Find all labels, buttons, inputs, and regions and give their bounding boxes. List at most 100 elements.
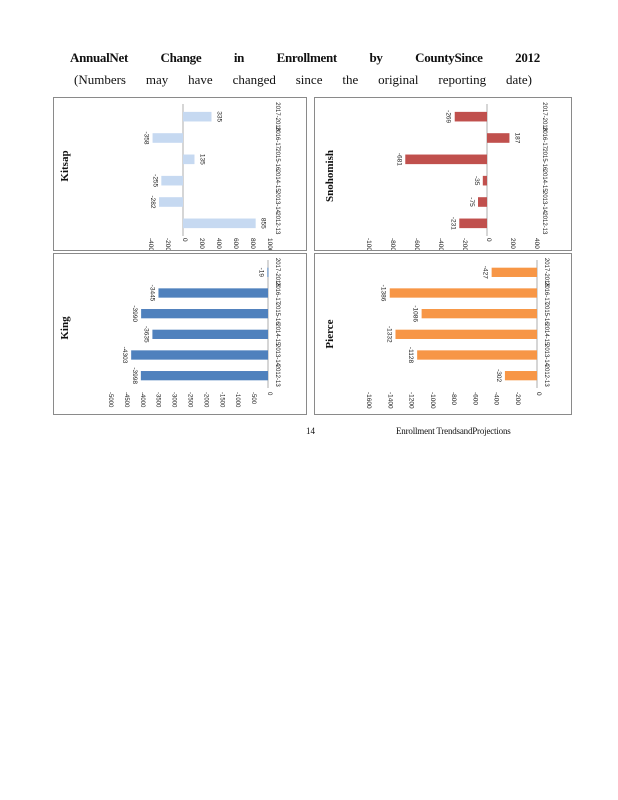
kitsap-category-label: 2013-14 [274, 191, 280, 214]
snohomish-chart-panel: -1000 -800 -600 -400 -200 0 200 400 -269 2017-201… [314, 97, 572, 251]
king-tick-label: -4500 [123, 392, 129, 408]
kitsap-tick-label: -200 [164, 238, 171, 250]
kitsap-tick-label: 600 [232, 238, 239, 249]
snohomish-value-label: -269 [445, 110, 452, 123]
page-number: 14 [306, 426, 315, 436]
pierce-chart: -1600 -1400 -1200 -1000 -800 -600 -400 -200 0 -42… [324, 258, 549, 409]
pierce-plot: -1600 -1400 -1200 -1000 -800 -600 -400 -200 0 -42… [324, 258, 549, 409]
kitsap-value-label: 135 [198, 154, 205, 165]
pierce-bar-2015-16 [421, 309, 537, 319]
snohomish-value-label: -231 [449, 217, 456, 230]
kitsap-chart-title: Kitsap [59, 150, 71, 181]
pierce-bar-2017-2018 [491, 267, 537, 277]
king-bar-2016-17 [158, 288, 268, 298]
title-word: AnnualNet [70, 50, 128, 65]
pierce-value-label: -1386 [380, 285, 387, 302]
kitsap-category-label: 2012-13 [274, 212, 280, 235]
snohomish-category-label: 2014-15 [541, 170, 547, 193]
king-tick-label: -4000 [139, 392, 145, 408]
kitsap-value-label: 335 [215, 111, 222, 122]
kitsap-chart: -400 -200 0 200 400 600 800 1000 335 2017-2018 -35… [59, 102, 280, 250]
title-word: since [295, 72, 323, 87]
title-word: changed [232, 72, 276, 87]
kitsap-value-label: -282 [149, 195, 156, 208]
title-word: the [342, 72, 359, 87]
snohomish-value-label: -75 [468, 197, 475, 207]
snohomish-tick-label: -600 [413, 238, 420, 250]
king-tick-label: -1000 [234, 392, 240, 408]
pierce-category-label: 2017-2018 [543, 258, 549, 287]
pierce-tick-label: -1400 [386, 392, 393, 409]
pierce-category-label: 2014-15 [543, 323, 549, 346]
title-word: reporting [438, 72, 487, 87]
pierce-value-label: -1128 [407, 347, 414, 364]
king-category-label: 2013-14 [274, 344, 280, 367]
kitsap-chart-panel: -400 -200 0 200 400 600 800 1000 335 2017-2018 -35… [53, 97, 307, 251]
pierce-value-label: -1332 [385, 326, 392, 343]
title-word: Enrollment [276, 50, 338, 65]
snohomish-value-label: -35 [473, 176, 480, 186]
king-bar-2014-15 [152, 329, 268, 339]
king-tick-label: 0 [266, 392, 272, 396]
snohomish-category-label: 2013-14 [541, 191, 547, 214]
pierce-bar-2013-14 [417, 350, 537, 360]
footer-section-title: Enrollment TrendsandProjections [396, 426, 511, 436]
snohomish-tick-label: 0 [485, 238, 492, 242]
snohomish-tick-label: 200 [509, 238, 516, 249]
king-chart-panel: -5000 -4500 -4000 -3500 -3000 -2500 -2000 -1500… [53, 253, 307, 415]
king-tick-label: -500 [250, 392, 256, 405]
title-word: (Numbers [74, 72, 126, 87]
kitsap-tick-label: 400 [215, 238, 222, 249]
snohomish-plot: -1000 -800 -600 -400 -200 0 200 400 -269 2017-201… [324, 102, 547, 250]
pierce-bar-2012-13 [504, 371, 537, 381]
pierce-category-label: 2013-14 [543, 344, 549, 367]
title-word: have [188, 72, 213, 87]
snohomish-tick-label: -1000 [365, 238, 372, 250]
snohomish-bar-2012-13 [459, 218, 487, 229]
kitsap-bar-2015-16 [183, 154, 195, 165]
king-value-label: -3445 [148, 285, 155, 302]
snohomish-tick-label: 400 [533, 238, 540, 249]
pierce-bar-2016-17 [389, 288, 537, 298]
snohomish-bar-2017-2018 [454, 111, 487, 122]
kitsap-value-label: -358 [143, 131, 150, 144]
snohomish-value-label: -681 [395, 153, 402, 166]
pierce-tick-label: -600 [471, 392, 478, 405]
pierce-tick-label: -400 [493, 392, 500, 405]
king-category-label: 2016-17 [274, 282, 280, 305]
kitsap-bar-2014-15 [161, 175, 183, 186]
snohomish-category-label: 2012-13 [541, 212, 547, 235]
king-chart: -5000 -4500 -4000 -3500 -3000 -2500 -2000 -1500… [59, 258, 280, 408]
king-bar-2015-16 [141, 309, 268, 319]
pierce-tick-label: -800 [450, 392, 457, 405]
king-tick-label: -3000 [171, 392, 177, 408]
pierce-value-label: -427 [482, 266, 489, 279]
kitsap-tick-label: 0 [181, 238, 188, 242]
snohomish-bar-2013-14 [478, 197, 487, 207]
king-tick-label: -2500 [187, 392, 193, 408]
snohomish-chart: -1000 -800 -600 -400 -200 0 200 400 -269 2017-201… [324, 102, 547, 250]
title-word: in [233, 50, 245, 65]
kitsap-category-label: 2014-15 [274, 170, 280, 193]
king-category-label: 2012-13 [274, 365, 280, 388]
king-category-label: 2017-2018 [274, 258, 280, 287]
snohomish-tick-label: -400 [437, 238, 444, 250]
pierce-value-label: -1086 [412, 305, 419, 322]
snohomish-value-label: 187 [513, 133, 520, 144]
kitsap-value-label: -255 [151, 174, 158, 187]
pierce-tick-label: -200 [514, 392, 521, 405]
king-tick-label: -2000 [202, 392, 208, 408]
king-bar-2012-13 [140, 371, 268, 381]
pierce-value-label: -302 [495, 369, 502, 382]
king-category-label: 2014-15 [274, 323, 280, 346]
pierce-bar-2014-15 [395, 329, 537, 339]
page-title-line-2: (Numbers may have changed since the original re… [74, 72, 532, 88]
king-bar-2017-2018 [267, 267, 269, 277]
title-word: may [145, 72, 169, 87]
snohomish-bar-2016-17 [487, 133, 510, 143]
page-title-line-1: AnnualNet Change in Enrollment by CountySince… [70, 50, 540, 66]
snohomish-category-label: 2015-16 [541, 148, 547, 171]
kitsap-value-label: 855 [260, 218, 267, 229]
title-word: original [378, 72, 419, 87]
king-value-label: -4303 [121, 347, 128, 364]
